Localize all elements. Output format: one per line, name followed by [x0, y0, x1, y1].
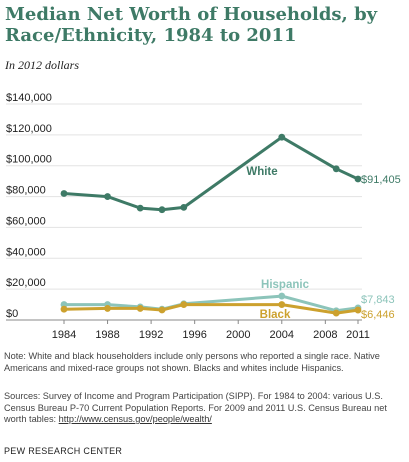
data-point-black [354, 306, 362, 314]
series-line-black [63, 303, 359, 315]
data-point-white [104, 193, 111, 200]
y-axis-ticks: $140,000 $120,000 $100,000 $80,000 $60,000 $4… [6, 92, 52, 320]
y-tick-label: $0 [6, 308, 18, 320]
data-point-white [354, 175, 362, 183]
data-point-white [278, 133, 286, 141]
footer-credit: PEW RESEARCH CENTER [4, 446, 123, 456]
census-wealth-link[interactable]: http://www.census.gov/people/wealth/ [58, 414, 212, 424]
data-point-black [136, 305, 144, 312]
series-end-label-white: $91,405 [361, 174, 401, 186]
data-point-black [104, 305, 111, 312]
data-point-white [332, 165, 340, 173]
x-tick-label: 2011 [346, 329, 370, 341]
x-tick-label: 2008 [313, 329, 337, 341]
series-name-label-white: White [246, 166, 277, 178]
chart-title: Median Net Worth of Households, by Race/… [5, 4, 378, 46]
grid-lines [6, 103, 362, 290]
x-tick-label: 1996 [182, 329, 206, 341]
x-tick-label: 1992 [139, 329, 163, 341]
y-tick-label: $140,000 [6, 92, 52, 104]
series-name-label-hispanic: Hispanic [261, 279, 310, 291]
y-tick-label: $60,000 [6, 215, 46, 227]
chart-subtitle: In 2012 dollars [5, 58, 80, 72]
series-end-label-hispanic: $7,843 [361, 294, 395, 306]
data-point-white [136, 204, 144, 212]
chart-sources: Sources: Survey of Income and Program Pa… [4, 391, 404, 426]
data-point-black [332, 309, 340, 317]
series-labels: Hispanic $7,843 Black $6,446 White $91,405 [246, 166, 400, 321]
line-chart: $140,000 $120,000 $100,000 $80,000 $60,000 $4… [6, 92, 401, 341]
y-tick-label: $100,000 [6, 154, 52, 166]
series-name-label-black: Black [260, 309, 291, 321]
data-point-white [158, 206, 166, 214]
y-tick-label: $120,000 [6, 123, 52, 135]
data-point-black [278, 301, 286, 308]
x-tick-label: 1988 [95, 329, 119, 341]
sources-text: Sources: Survey of Income and Program Pa… [4, 391, 387, 424]
data-point-black [158, 306, 166, 314]
x-tick-label: 1984 [52, 329, 76, 341]
series-line-white [63, 135, 359, 212]
data-point-white [180, 203, 188, 211]
y-tick-label: $20,000 [6, 277, 46, 289]
x-tick-label: 2004 [270, 329, 294, 341]
chart-note: Note: White and black householders inclu… [4, 351, 380, 373]
y-tick-label: $40,000 [6, 246, 46, 258]
series-lines [60, 133, 362, 317]
data-point-black [60, 305, 68, 313]
x-tick-label: 2000 [226, 329, 250, 341]
data-point-hispanic [278, 292, 286, 300]
x-axis-ticks: 1984 1988 1992 1996 2000 2004 2008 2011 [52, 320, 370, 341]
data-point-white [60, 190, 68, 197]
y-tick-label: $80,000 [6, 185, 46, 197]
data-point-black [180, 301, 188, 308]
series-end-label-black: $6,446 [361, 309, 395, 321]
